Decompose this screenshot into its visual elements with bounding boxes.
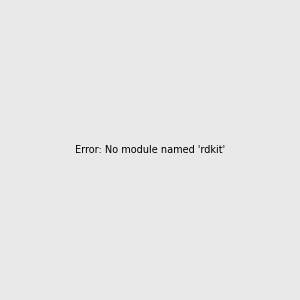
Text: Error: No module named 'rdkit': Error: No module named 'rdkit' <box>75 145 225 155</box>
